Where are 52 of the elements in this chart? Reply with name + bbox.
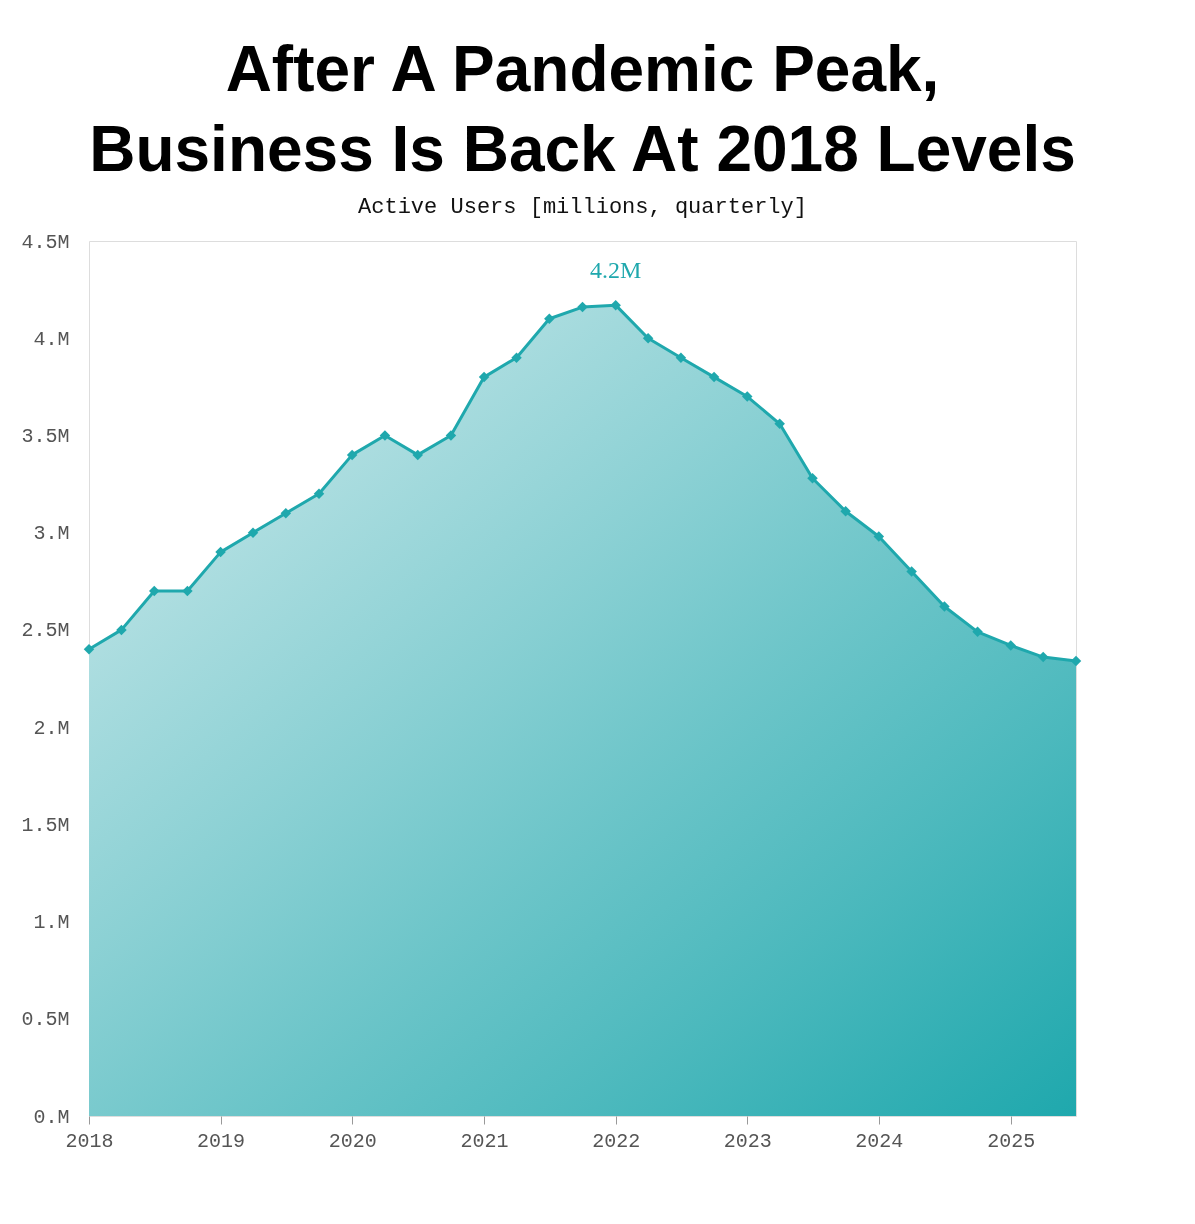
data-label: 4.2M	[589, 257, 642, 284]
point	[544, 313, 555, 325]
point	[972, 626, 983, 638]
point	[379, 430, 391, 441]
x-tick-label: 2022	[592, 1129, 641, 1153]
y-tick-label: 4.M	[33, 327, 70, 351]
y-tick-label: 0.5M	[21, 1008, 70, 1032]
point	[939, 601, 950, 612]
point	[116, 624, 127, 636]
x-tick-label: 2023	[723, 1129, 772, 1153]
point	[774, 418, 785, 430]
y-tick-label: 1.5M	[21, 813, 70, 837]
x-tick-label: 2020	[328, 1129, 377, 1153]
point	[215, 546, 226, 558]
y-tick-label: 4.5M	[21, 230, 70, 254]
point	[182, 585, 193, 597]
point	[742, 391, 753, 402]
y-tick-label: 2.M	[33, 716, 70, 740]
point	[412, 449, 423, 461]
point	[445, 430, 457, 441]
point	[313, 488, 325, 500]
x-tick-label: 2018	[65, 1129, 114, 1153]
point	[83, 644, 95, 655]
x-tick-label: 2024	[855, 1129, 904, 1153]
point	[280, 507, 292, 519]
chart-subtitle: Active Users [millions, quarterly]	[358, 195, 807, 220]
y-tick-label: 0.M	[33, 1105, 70, 1129]
point	[642, 332, 654, 344]
point	[577, 301, 588, 313]
y-tick-label: 3.M	[33, 522, 70, 546]
point	[478, 371, 490, 383]
point	[840, 506, 851, 517]
point	[873, 531, 885, 542]
point	[1037, 651, 1049, 663]
point	[511, 352, 522, 363]
point	[610, 299, 621, 311]
y-tick-label: 3.5M	[21, 424, 70, 448]
y-tick-label: 2.5M	[21, 619, 70, 643]
x-tick-label: 2021	[460, 1129, 509, 1153]
point	[247, 527, 259, 538]
text: Business Is Back At 2018 Levels	[89, 113, 1076, 185]
text: After A Pandemic Peak,	[225, 33, 940, 105]
x-tick-label: 2019	[197, 1129, 246, 1153]
point	[346, 449, 358, 461]
point	[1005, 640, 1016, 651]
x-tick-label: 2025	[987, 1129, 1036, 1153]
point	[708, 371, 720, 383]
point	[906, 566, 917, 577]
point	[675, 352, 687, 363]
point	[149, 585, 160, 597]
point	[807, 472, 818, 484]
y-tick-label: 1.M	[33, 911, 70, 935]
